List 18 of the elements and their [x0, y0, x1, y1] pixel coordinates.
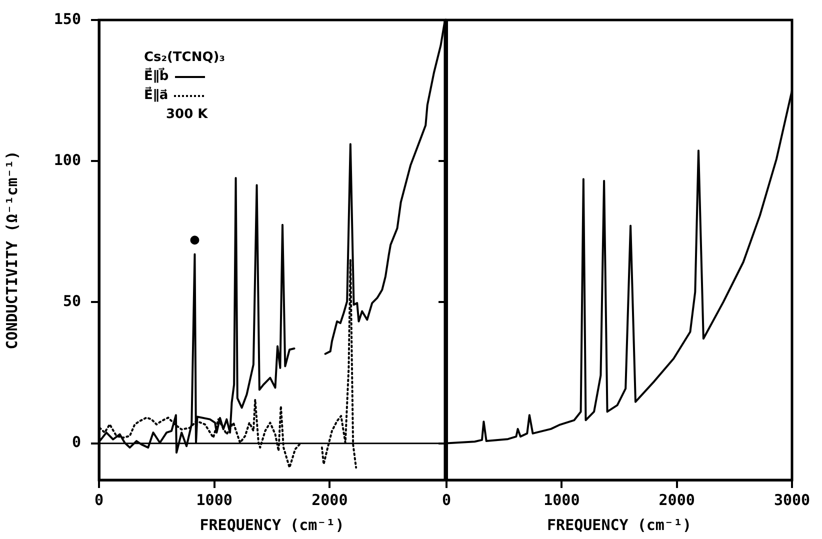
annotation: 300 K: [165, 106, 209, 124]
x-tick-label: 1000: [544, 490, 580, 509]
x-axis-title: FREQUENCY (cm⁻¹): [547, 516, 692, 534]
y-tick-label: 50: [62, 292, 81, 310]
x-tick-label: 0: [94, 490, 104, 509]
y-tick-label: 150: [54, 10, 81, 28]
x-axis-title: FREQUENCY (cm⁻¹): [200, 516, 344, 534]
x-tick-label: 1000: [196, 490, 232, 509]
y-tick-label: 100: [54, 150, 81, 169]
legend-label: E⃗∥a⃗: [144, 86, 168, 105]
x-tick-label: 3000: [774, 490, 810, 509]
legend-title: Cs₂(TCNQ)₃: [144, 49, 225, 67]
legend-label: E⃗∥b⃗: [144, 67, 169, 86]
y-tick-label: 0: [72, 433, 81, 452]
x-tick-label: 0: [442, 490, 452, 509]
x-tick-label: 2000: [312, 490, 348, 509]
y-axis-title: CONDUCTIVITY (Ω⁻¹cm⁻¹): [2, 150, 21, 350]
x-tick-label: 2000: [658, 490, 695, 509]
